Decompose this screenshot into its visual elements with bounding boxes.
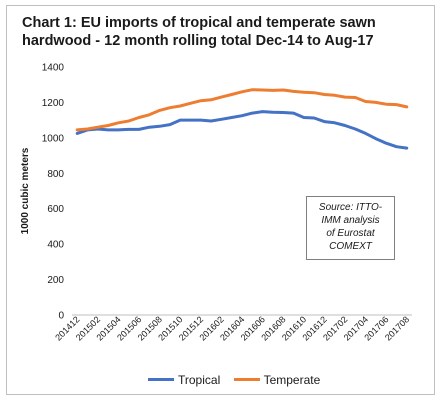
source-note-line-1: Source: ITTO- (318, 202, 383, 213)
legend-label-temperate: Temperate (263, 372, 321, 387)
chart-title-line-1: Chart 1: EU imports of tropical and temp… (22, 15, 376, 31)
chart-title: Chart 1: EU imports of tropical and temp… (22, 14, 432, 50)
legend-label-tropical: Tropical (178, 372, 221, 387)
y-tick-label: 800 (47, 169, 64, 180)
legend-swatch-temperate (233, 378, 260, 381)
y-tick-label: 1400 (42, 63, 65, 74)
source-note-line-3: of Eurostat (326, 228, 375, 239)
y-tick-label: 600 (47, 204, 64, 215)
y-tick-label: 400 (47, 240, 64, 251)
chart-legend: Tropical Temperate (148, 370, 330, 387)
legend-item-tropical: Tropical (148, 373, 220, 387)
series-line-tropical (75, 110, 409, 150)
chart-title-line-2: hardwood - 12 month rolling total Dec-14… (22, 33, 374, 49)
legend-item-temperate: Temperate (233, 372, 321, 387)
source-note-line-2: IMM analysis (321, 215, 380, 226)
y-tick-label: 200 (47, 275, 64, 286)
y-tick-label: 0 (58, 311, 64, 322)
y-tick-label: 1200 (42, 98, 65, 109)
y-tick-label: 1000 (42, 133, 65, 144)
legend-swatch-tropical (148, 378, 174, 381)
y-axis-label: 1000 cubic meters (20, 147, 31, 234)
source-note: Source: ITTO- IMM analysis of Eurostat C… (306, 196, 395, 260)
series-line-temperate (75, 88, 409, 132)
source-note-line-4: COMEXT (329, 241, 372, 252)
